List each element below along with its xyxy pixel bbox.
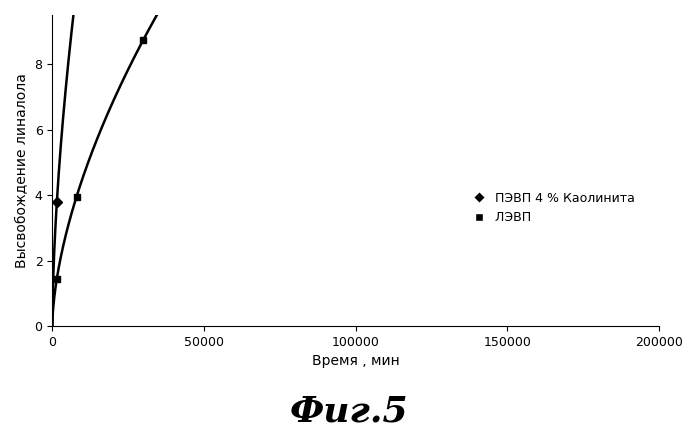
Y-axis label: Высвобождение линалола: Высвобождение линалола bbox=[15, 73, 29, 268]
 ЛЭВП bbox=[73, 194, 81, 199]
Text: Фиг.5: Фиг.5 bbox=[290, 395, 408, 426]
 ЛЭВП bbox=[52, 276, 61, 281]
 ЛЭВП bbox=[139, 37, 147, 43]
 ПЭВП 4 % Каолинита bbox=[52, 200, 61, 205]
Line:  ЛЭВП: ЛЭВП bbox=[53, 0, 572, 282]
X-axis label: Время , мин: Время , мин bbox=[312, 354, 399, 368]
Line:  ПЭВП 4 % Каолинита: ПЭВП 4 % Каолинита bbox=[53, 0, 572, 206]
Legend:  ПЭВП 4 % Каолинита,  ЛЭВП: ПЭВП 4 % Каолинита, ЛЭВП bbox=[468, 185, 641, 230]
